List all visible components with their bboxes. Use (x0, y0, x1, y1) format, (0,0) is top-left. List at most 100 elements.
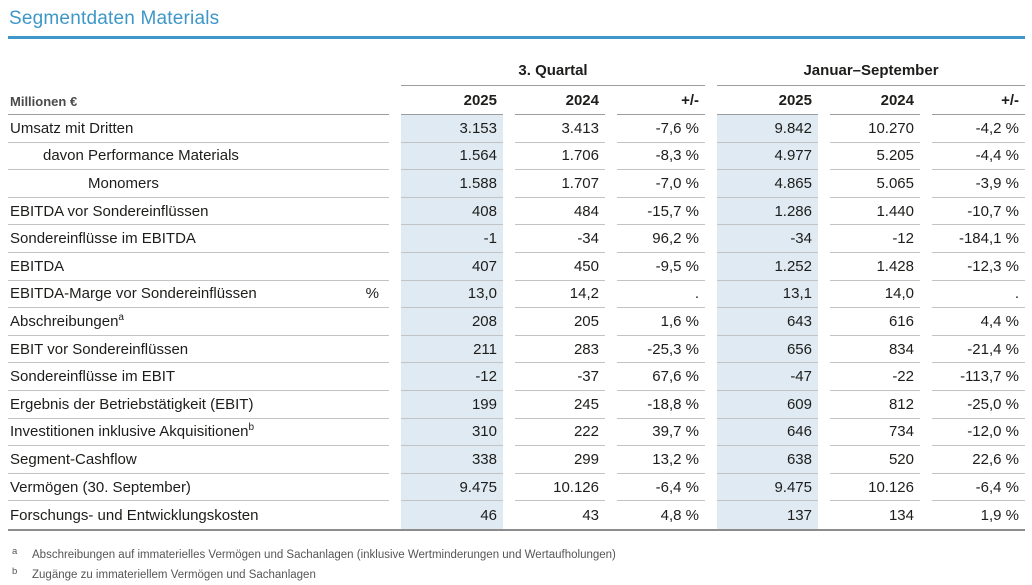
footnote-ref: a (118, 311, 124, 323)
cell-ytd-2024: 834 (830, 336, 920, 364)
cell-ytd-2024: 134 (888, 506, 914, 524)
cell-ytd-change: . (932, 281, 1025, 309)
row-label-text: Abschreibungen (10, 312, 119, 330)
cell-q3-change: 1,6 % (617, 308, 705, 336)
col-header-ytd-2025: 2025 (717, 86, 818, 115)
cell-ytd-change: 4,4 % (932, 308, 1025, 336)
cell-q3-change: 96,2 % (617, 225, 705, 253)
row-label: Vermögen (30. September) (8, 474, 389, 502)
cell-ytd-2025: 13,1 (717, 280, 818, 309)
cell-q3-2024: 10.126 (515, 474, 605, 502)
cell-ytd-2025: 9.475 (717, 473, 818, 502)
cell-ytd-change: -113,7 % (932, 363, 1025, 391)
col-header-q3-2025: 2025 (401, 86, 503, 115)
cell-q3-2025: 338 (401, 446, 503, 474)
row-label: Abschreibungena (8, 308, 389, 336)
cell-ytd-2025: 646 (717, 418, 818, 447)
cell-ytd-change: -6,4 % (932, 474, 1025, 502)
cell-ytd-2024: 5.205 (830, 143, 920, 171)
row-label-text: Monomers (88, 174, 159, 192)
cell-q3-2025: 9.475 (401, 473, 503, 502)
cell-q3-change: 4,8 % (660, 506, 699, 524)
cell-ytd-2024: 1.428 (830, 253, 920, 281)
footnote-a: a Abschreibungen auf immaterielles Vermö… (10, 545, 1025, 565)
cell-q3-2024: 283 (515, 336, 605, 364)
cell-ytd-2024: 1.440 (830, 198, 920, 226)
cell-ytd-2025: 1.252 (717, 252, 818, 281)
cell-q3-2024: 3.413 (515, 115, 605, 143)
cell-ytd-2025: 609 (717, 390, 818, 419)
cell-q3-2025: 199 (401, 390, 503, 419)
cell-ytd-2025: 656 (717, 335, 818, 364)
cell-q3-2025: 408 (401, 197, 503, 226)
cell-ytd-change: -25,0 % (932, 391, 1025, 419)
cell-q3-2025: 211 (401, 335, 503, 364)
row-label: EBIT vor Sondereinflüssen (8, 336, 389, 364)
cell-ytd-2024: 5.065 (830, 170, 920, 198)
cell-ytd-2025: -47 (717, 363, 818, 391)
cell-q3-2024: 299 (515, 446, 605, 474)
row-label: davon Performance Materials (8, 143, 389, 171)
row-label-text: EBITDA vor Sondereinflüssen (10, 202, 209, 220)
cell-q3-change: -7,6 % (617, 115, 705, 143)
row-label: Monomers (8, 170, 389, 198)
cell-ytd-2025: 9.842 (717, 115, 818, 143)
footnotes: a Abschreibungen auf immaterielles Vermö… (8, 545, 1025, 585)
footnote-marker: a (12, 545, 18, 557)
cell-q3-2024: 245 (515, 391, 605, 419)
cell-ytd-2024: 520 (830, 446, 920, 474)
row-label: Investitionen inklusive Akquisitionenb (8, 419, 389, 447)
footnote-marker: b (12, 565, 18, 577)
cell-q3-change: -8,3 % (617, 143, 705, 171)
row-unit: % (365, 285, 379, 303)
row-label: EBITDA-Marge vor Sondereinflüssen% (8, 281, 389, 309)
row-label-text: EBITDA-Marge vor Sondereinflüssen (10, 285, 257, 303)
cell-ytd-change: -12,3 % (932, 253, 1025, 281)
unit-label: Millionen € (8, 86, 389, 115)
row-label: EBITDA (8, 253, 389, 281)
row-label-text: Investitionen inklusive Akquisitionen (10, 423, 249, 441)
row-label: Ergebnis der Betriebstätigkeit (EBIT) (8, 391, 389, 419)
cell-ytd-2024: 10.126 (830, 474, 920, 502)
cell-ytd-change: 22,6 % (932, 446, 1025, 474)
cell-q3-2025: -12 (401, 363, 503, 391)
cell-q3-change: -7,0 % (617, 170, 705, 198)
cell-q3-2024: 484 (515, 198, 605, 226)
row-label-text: EBIT vor Sondereinflüssen (10, 340, 189, 358)
row-label-text: Ergebnis der Betriebstätigkeit (EBIT) (10, 395, 254, 413)
cell-q3-2024: 1.706 (515, 143, 605, 171)
row-label-text: Forschungs- und Entwicklungskosten (10, 506, 259, 524)
cell-ytd-2024: 616 (830, 308, 920, 336)
cell-ytd-change: -21,4 % (932, 336, 1025, 364)
cell-q3-2025: 208 (401, 308, 503, 336)
row-label: Segment-Cashflow (8, 446, 389, 474)
cell-q3-2024: 14,2 (515, 281, 605, 309)
col-header-ytd-change: +/- (932, 86, 1025, 115)
footnote-text: Zugänge zu immateriellem Vermögen und Sa… (32, 568, 316, 581)
cell-ytd-2025: 1.286 (717, 197, 818, 226)
cell-q3-2024: 1.707 (515, 170, 605, 198)
cell-q3-2025: -1 (401, 225, 503, 253)
cell-q3-change: . (617, 281, 705, 309)
cell-ytd-change: -12,0 % (932, 419, 1025, 447)
cell-ytd-2025: 4.865 (717, 170, 818, 198)
cell-q3-change: -25,3 % (617, 336, 705, 364)
cell-ytd-2025: 643 (717, 308, 818, 336)
cell-ytd-change: -184,1 % (932, 225, 1025, 253)
cell-q3-change: 13,2 % (617, 446, 705, 474)
row-label-text: Sondereinflüsse im EBITDA (10, 230, 196, 248)
row-label-text: davon Performance Materials (43, 147, 239, 165)
footnote-b: b Zugänge zu immateriellem Vermögen und … (10, 565, 1025, 585)
cell-q3-2025: 1.564 (401, 142, 503, 171)
cell-q3-change: -6,4 % (617, 474, 705, 502)
col-header-q3-2024: 2024 (515, 86, 605, 115)
cell-ytd-change: 1,9 % (980, 506, 1019, 524)
cell-ytd-2025: 137 (717, 501, 818, 529)
cell-q3-change: 39,7 % (617, 419, 705, 447)
row-label: Sondereinflüsse im EBITDA (8, 225, 389, 253)
cell-q3-2024: 205 (515, 308, 605, 336)
cell-ytd-change: -4,2 % (932, 115, 1025, 143)
footnote-text: Abschreibungen auf immaterielles Vermöge… (32, 548, 616, 561)
group-header-jan-sep: Januar–September (717, 62, 1025, 86)
col-header-ytd-2024: 2024 (830, 86, 920, 115)
